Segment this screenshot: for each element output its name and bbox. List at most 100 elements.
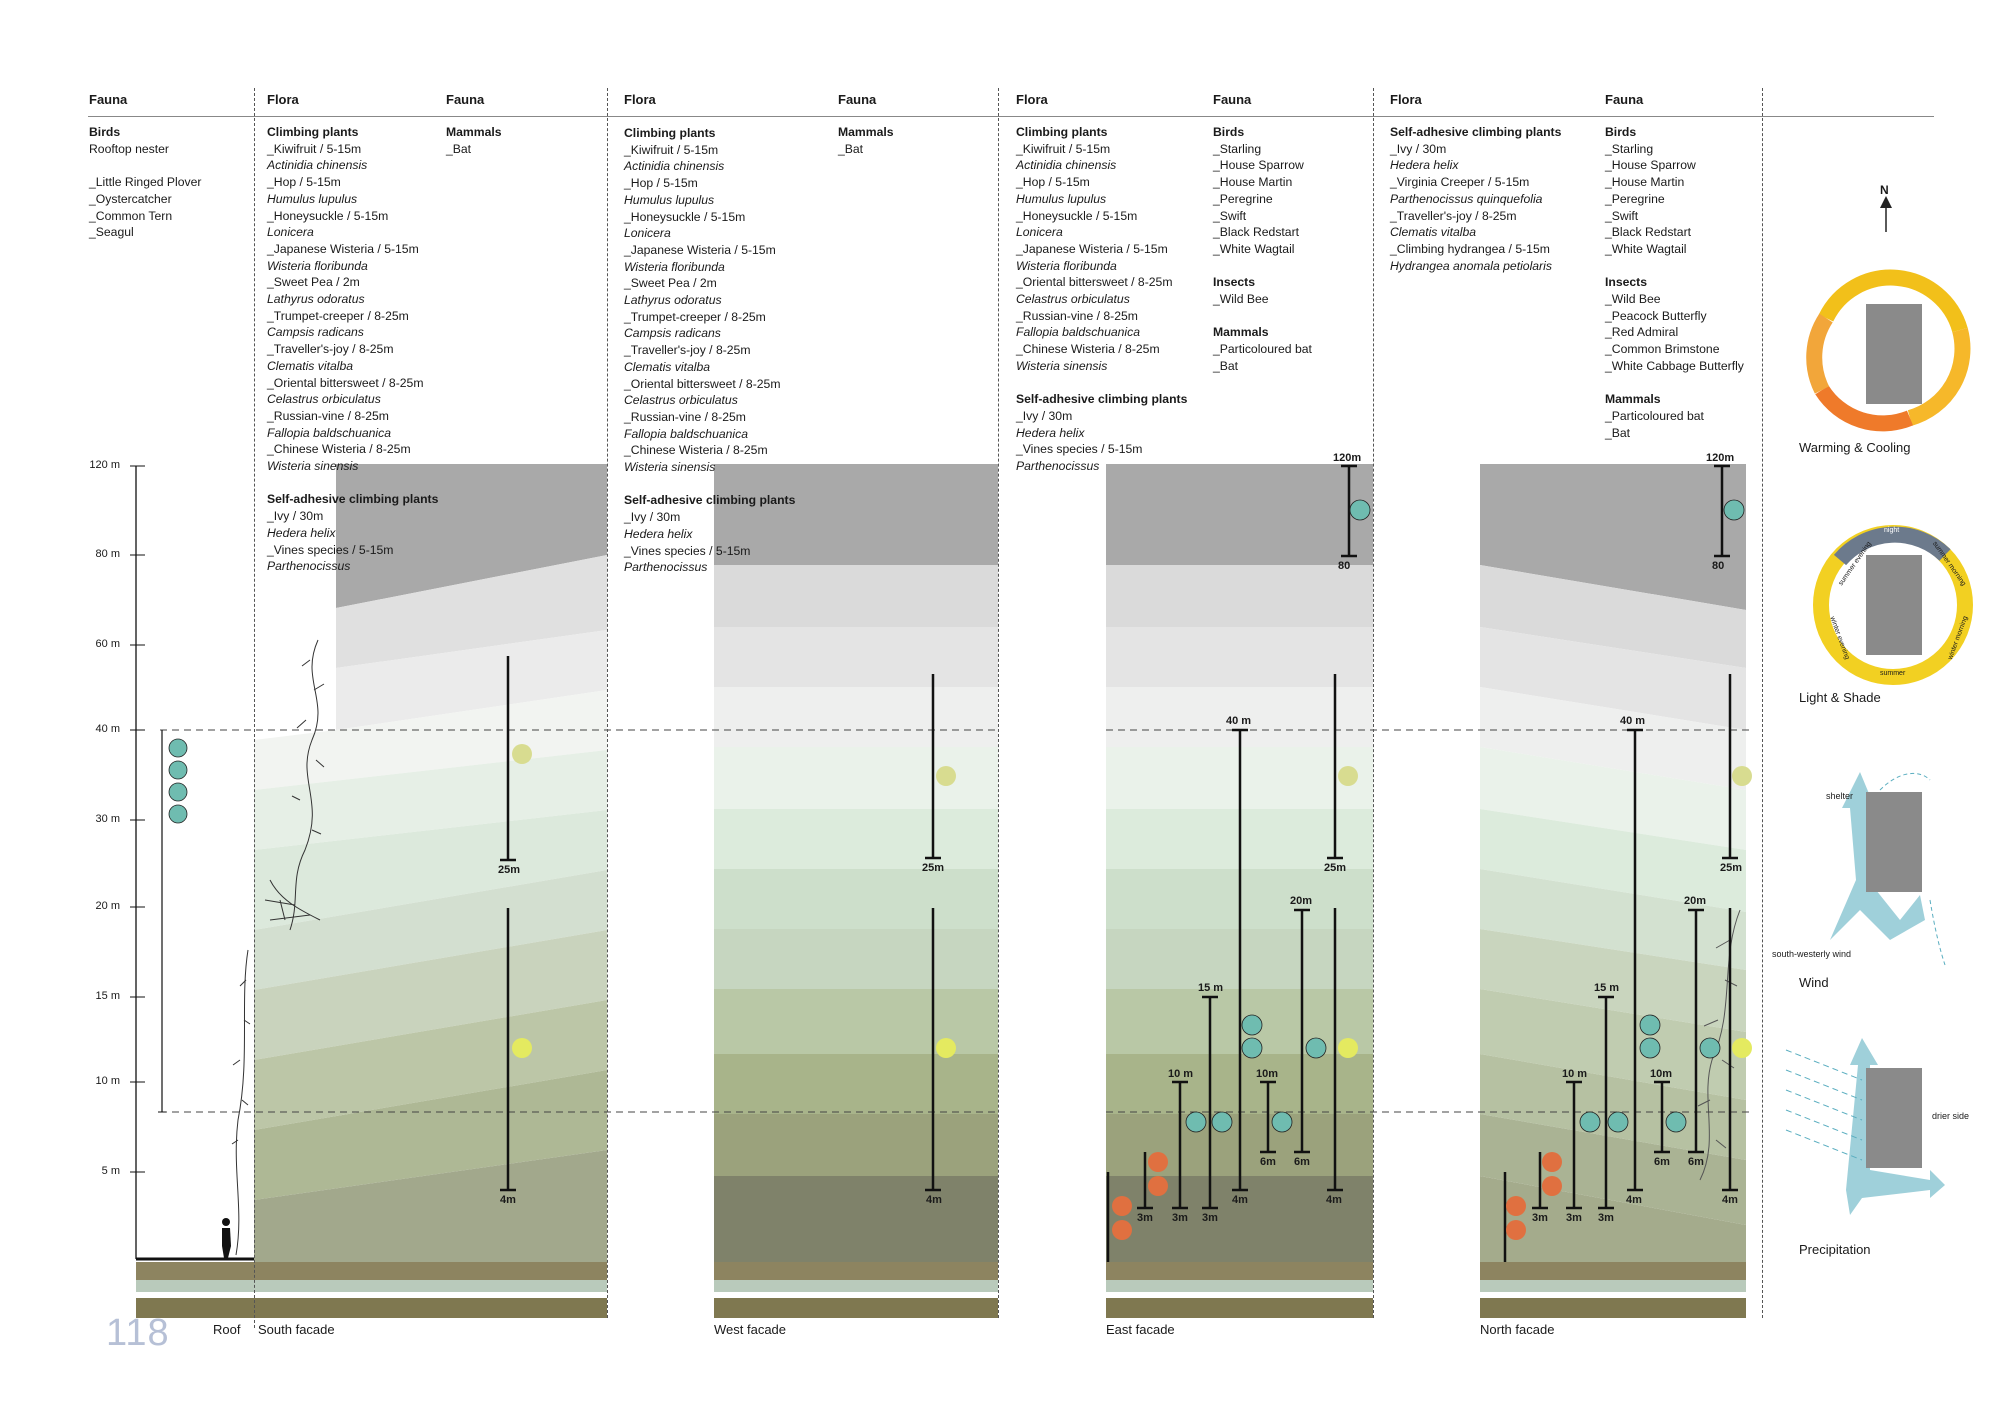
- list-item: Parthenocissus quinquefolia: [1390, 191, 1543, 206]
- list-item: Celastrus orbiculatus: [267, 392, 381, 407]
- list-item: _Peregrine: [1605, 191, 1665, 206]
- list-item: Self-adhesive climbing plants: [267, 492, 439, 507]
- list-item: Lathyrus odoratus: [624, 293, 722, 308]
- list-item: _Russian-vine / 8-25m: [267, 408, 389, 423]
- list-item: _Common Tern: [89, 208, 173, 223]
- bat-icon: [1338, 1038, 1358, 1058]
- list-item: _Common Brimstone: [1605, 342, 1720, 357]
- list-item: Lonicera: [624, 226, 671, 241]
- list-item: Mammals: [446, 125, 502, 139]
- sw-wind-label: south-westerly wind: [1772, 949, 1852, 959]
- list-item: _Japanese Wisteria / 5-15m: [1016, 241, 1168, 256]
- list-item: Fallopia baldschuanica: [624, 426, 748, 441]
- footer-north: North facade: [1480, 1322, 1555, 1337]
- column-divider: [1373, 88, 1374, 1318]
- east-flora-list: Climbing plants _Kiwifruit / 5-15m Actinid…: [1016, 124, 1187, 475]
- list-item: [624, 476, 795, 493]
- bee-icon: [1112, 1196, 1132, 1216]
- list-item: Climbing plants: [267, 125, 359, 139]
- list-item: Campsis radicans: [267, 325, 364, 340]
- list-item: _Oriental bittersweet / 8-25m: [267, 375, 424, 390]
- header-north-fauna: Fauna: [1605, 92, 1644, 107]
- range-label: 10 m: [1168, 1068, 1194, 1080]
- west-flora-list: Climbing plants _Kiwifruit / 5-15m Actinid…: [624, 125, 795, 576]
- martin-icon: [1639, 1037, 1661, 1059]
- martin-icon: [1241, 1037, 1263, 1059]
- range-label: 25m: [922, 862, 945, 874]
- fauna-icons: [168, 499, 1752, 1240]
- list-item: [1605, 258, 1744, 275]
- bee-icon: [1506, 1196, 1526, 1216]
- butterfly-icon: [1148, 1152, 1168, 1172]
- list-item: _Chinese Wisteria / 8-25m: [624, 443, 768, 458]
- list-item: Birds: [1605, 125, 1637, 139]
- list-item: _Sweet Pea / 2m: [267, 275, 360, 290]
- list-item: _Oriental bittersweet / 8-25m: [1016, 275, 1173, 290]
- range-label: 3m: [1202, 1212, 1218, 1224]
- range-label: 4m: [1326, 1194, 1342, 1206]
- range-label: 120m: [1333, 452, 1362, 464]
- list-item: _Oriental bittersweet / 8-25m: [624, 376, 781, 391]
- light-shade-label: Light & Shade: [1799, 690, 1881, 705]
- range-label: 6m: [1688, 1156, 1704, 1168]
- bee-icon: [1112, 1220, 1132, 1240]
- height-scale-axis: [130, 465, 145, 1259]
- swift-icon: [1639, 1014, 1661, 1036]
- redstart-icon: [1271, 1111, 1293, 1133]
- list-item: Insects: [1605, 275, 1648, 290]
- list-item: Mammals: [838, 125, 894, 139]
- list-item: Wisteria floribunda: [1016, 258, 1117, 273]
- list-item: _Ivy / 30m: [624, 510, 681, 525]
- list-item: _Bat: [446, 141, 472, 156]
- north-facade-layers: [1480, 464, 1746, 1262]
- wagtail-icon: [1699, 1037, 1721, 1059]
- list-item: _Starling: [1213, 141, 1262, 156]
- range-label: 3m: [1172, 1212, 1188, 1224]
- range-label: 20m: [1684, 895, 1707, 907]
- range-label: 3m: [1598, 1212, 1614, 1224]
- list-item: _Particoloured bat: [1213, 342, 1312, 357]
- list-item: [1213, 258, 1312, 275]
- range-label: 80: [1338, 560, 1351, 572]
- drier-side-label: drier side: [1932, 1111, 1970, 1121]
- list-item: Self-adhesive climbing plants: [1016, 392, 1188, 407]
- south-fauna-list: Mammals _Bat: [446, 124, 502, 157]
- range-label: 25m: [1720, 862, 1743, 874]
- range-label: 3m: [1137, 1212, 1153, 1224]
- list-item: _Oystercatcher: [89, 191, 172, 206]
- ring-label-summer: summer: [1880, 670, 1906, 677]
- range-label: 4m: [1626, 1194, 1642, 1206]
- scale-label: 80 m: [95, 548, 120, 560]
- list-item: _House Martin: [1213, 175, 1293, 190]
- range-label: 4m: [1232, 1194, 1248, 1206]
- list-item: Self-adhesive climbing plants: [624, 493, 796, 508]
- range-label: 25m: [498, 864, 521, 876]
- list-item: Birds: [89, 125, 121, 139]
- list-item: _Trumpet-creeper / 8-25m: [267, 308, 409, 323]
- list-item: _Kiwifruit / 5-15m: [1016, 141, 1111, 156]
- list-item: [89, 157, 201, 174]
- precipitation-diagram: [1785, 1038, 1945, 1215]
- bat-icon: [512, 744, 532, 764]
- range-label: 20m: [1290, 895, 1313, 907]
- roof-fauna-list: Birds Rooftop nester _Little Ringed Plover…: [89, 124, 201, 241]
- list-item: _Traveller's-joy / 8-25m: [1390, 208, 1517, 223]
- list-item: _Hop / 5-15m: [1016, 175, 1090, 190]
- list-item: _Trumpet-creeper / 8-25m: [624, 309, 766, 324]
- list-item: _Honeysuckle / 5-15m: [267, 208, 389, 223]
- list-item: Wisteria sinensis: [624, 460, 716, 475]
- list-item: Climbing plants: [624, 126, 716, 140]
- wagtail-icon: [1305, 1037, 1327, 1059]
- list-item: Actinidia chinensis: [1016, 158, 1117, 173]
- north-label: N: [1880, 183, 1889, 197]
- header-east-fauna: Fauna: [1213, 92, 1252, 107]
- roof-person: [136, 1218, 254, 1261]
- plover-icon: [168, 760, 188, 780]
- list-item: _Climbing hydrangea / 5-15m: [1390, 241, 1550, 256]
- range-label: 10m: [1650, 1068, 1673, 1080]
- header-south-flora: Flora: [267, 92, 299, 107]
- list-item: Mammals: [1605, 392, 1661, 407]
- bat-icon: [936, 766, 956, 786]
- list-item: _Vines species / 5-15m: [624, 543, 751, 558]
- list-item: Self-adhesive climbing plants: [1390, 125, 1562, 139]
